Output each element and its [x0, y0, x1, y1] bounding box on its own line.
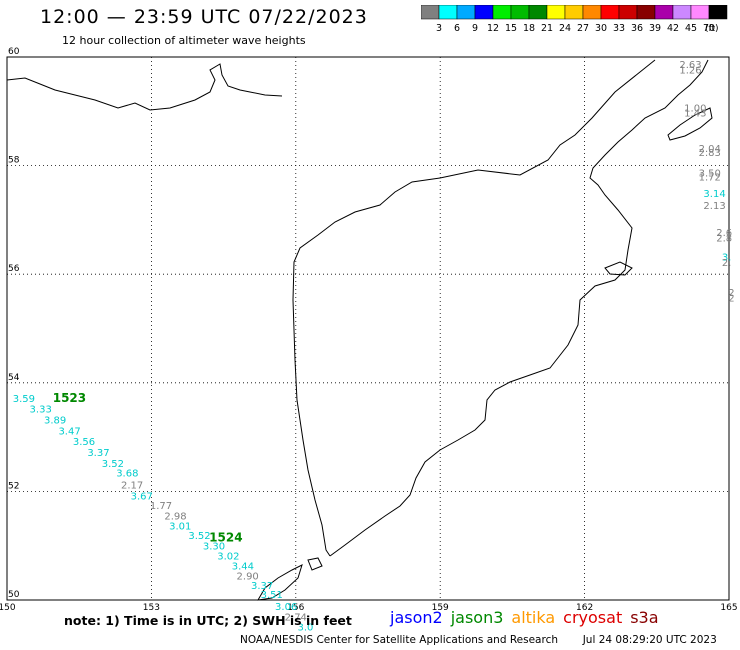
swh-value-label: 2: [728, 288, 734, 299]
swh-value-label: 3.47: [58, 426, 80, 437]
lat-tick-label: 50: [8, 590, 20, 600]
swh-value-label: 2.04: [699, 144, 721, 155]
legend-tick-label: 30: [595, 23, 607, 34]
observation-labels: 3.593.333.893.473.563.373.523.682.173.67…: [13, 60, 735, 634]
swh-value-label: 1.26: [679, 65, 701, 76]
swh-value-label: 3.0: [297, 622, 313, 633]
legend-tick-label: 15: [505, 23, 517, 34]
swh-value-label: 3.14: [703, 189, 725, 200]
satellite-altika: altika: [511, 608, 556, 627]
credit-line: NOAA/NESDIS Center for Satellite Applica…: [240, 634, 717, 646]
swh-value-label: 2.: [722, 258, 732, 269]
coastline: [6, 59, 713, 601]
swh-value-label: 3.89: [44, 416, 66, 427]
swh-value-label: 3.68: [116, 469, 138, 480]
units-note: note: 1) Time is in UTC; 2) SWH is in fe…: [64, 613, 352, 628]
wave-height-color-legend: 3 6 9 12 15 18 21 24 27 30 33 36 39 42 45 70(ft): [421, 5, 728, 34]
swh-value-label: 2.98: [164, 512, 186, 523]
lat-tick-label: 54: [8, 373, 20, 383]
swh-value-label: 2.13: [703, 201, 725, 212]
swh-value-label: 2.63: [679, 60, 701, 71]
legend-tick-label: 9: [472, 23, 478, 34]
swh-value-label: 3.51: [261, 590, 283, 601]
pass-number-label: 1524: [209, 530, 242, 544]
legend-tick-label: 12: [487, 23, 499, 34]
map-title: 12:00 — 23:59 UTC 07/22/2023: [40, 6, 368, 28]
swh-value-label: 3.30: [203, 542, 225, 553]
lon-tick-label: 150: [0, 603, 16, 613]
swh-value-label: 3.67: [131, 492, 153, 503]
generation-time: Jul 24 08:29:20 UTC 2023: [582, 634, 717, 646]
swh-value-label: 3.50: [699, 168, 721, 179]
swh-value-label: 2: [728, 293, 734, 304]
swh-value-label: 2.74: [285, 613, 307, 624]
lon-tick-label: 165: [720, 603, 737, 613]
swh-value-label: 2.17: [121, 481, 143, 492]
legend-swatch: [708, 5, 728, 20]
swh-value-label: 2.90: [237, 571, 259, 582]
satellite-jason2: jason2: [390, 608, 443, 627]
satellite-legend: jason2 jason3 altika cryosat s3a: [390, 608, 667, 627]
pass-labels: 1523 1524: [53, 391, 243, 545]
commander-islet: [604, 261, 633, 276]
lon-tick-label: 156: [287, 603, 304, 613]
lon-tick-label: 159: [432, 603, 449, 613]
kamchatka-west-coast: [292, 59, 656, 557]
swh-value-label: 1.77: [150, 501, 172, 512]
okhotsk-north-coast: [6, 63, 283, 111]
legend-tick-label: 3: [436, 23, 442, 34]
swh-value-label: 2.6: [716, 228, 732, 239]
swh-value-label: 3.56: [73, 437, 95, 448]
lat-tick-label: 58: [8, 156, 20, 166]
swh-value-label: 2.8: [716, 234, 732, 245]
swh-value-label: 1.00: [684, 103, 706, 114]
swh-value-label: 3.44: [232, 562, 254, 573]
map-subtitle: 12 hour collection of altimeter wave hei…: [62, 34, 306, 47]
swh-value-label: 3.37: [251, 581, 273, 592]
swh-value-label: 3.33: [30, 405, 52, 416]
kamchatka-east-coast: [329, 59, 709, 557]
lat-tick-label: 52: [8, 481, 19, 491]
swh-value-label: 3.37: [87, 448, 109, 459]
swh-value-label: 2.83: [699, 148, 721, 159]
swh-value-label: 1.72: [699, 172, 721, 183]
swh-value-label: 3.52: [102, 459, 124, 470]
pass-number-label: 1523: [53, 391, 86, 405]
legend-tick-label: 33: [613, 23, 625, 34]
swh-value-label: 3.06: [275, 602, 297, 613]
map-frame: [6, 56, 730, 601]
credit-agency: NOAA/NESDIS Center for Satellite Applica…: [240, 634, 558, 646]
legend-unit: (ft): [705, 24, 719, 34]
shumshu-island: [307, 557, 323, 571]
lat-tick-label: 56: [8, 264, 20, 274]
satellite-cryosat: cryosat: [563, 608, 623, 627]
karaginsky-island: [667, 107, 713, 141]
paramushir-island: [257, 564, 303, 601]
swh-value-label: 3.02: [217, 551, 239, 562]
legend-tick-label: 6: [454, 23, 460, 34]
swh-value-label: 3.: [722, 253, 732, 264]
lat-lon-grid: 150 153 156 159 162 165 60 58 56 54 52 50: [0, 47, 738, 613]
swh-value-label: 3.52: [188, 531, 210, 542]
swh-value-label: 3.59: [13, 394, 35, 405]
legend-tick-label: 42: [667, 23, 679, 34]
legend-tick-label: 45: [685, 23, 697, 34]
lon-tick-label: 153: [143, 603, 160, 613]
satellite-jason3: jason3: [450, 608, 504, 627]
satellite-s3a: s3a: [630, 608, 659, 627]
legend-tick-label: 39: [649, 23, 661, 34]
legend-tick-label: 24: [559, 23, 571, 34]
legend-tick-label: 21: [541, 23, 553, 34]
swh-value-label: 1.43: [684, 109, 706, 120]
legend-tick-label: 27: [577, 23, 589, 34]
lat-tick-label: 60: [8, 47, 20, 57]
lon-tick-label: 162: [576, 603, 593, 613]
legend-tick-label: 70: [703, 23, 715, 34]
legend-tick-label: 36: [631, 23, 643, 34]
legend-tick-label: 18: [523, 23, 535, 34]
swh-value-label: 3.01: [169, 521, 191, 532]
